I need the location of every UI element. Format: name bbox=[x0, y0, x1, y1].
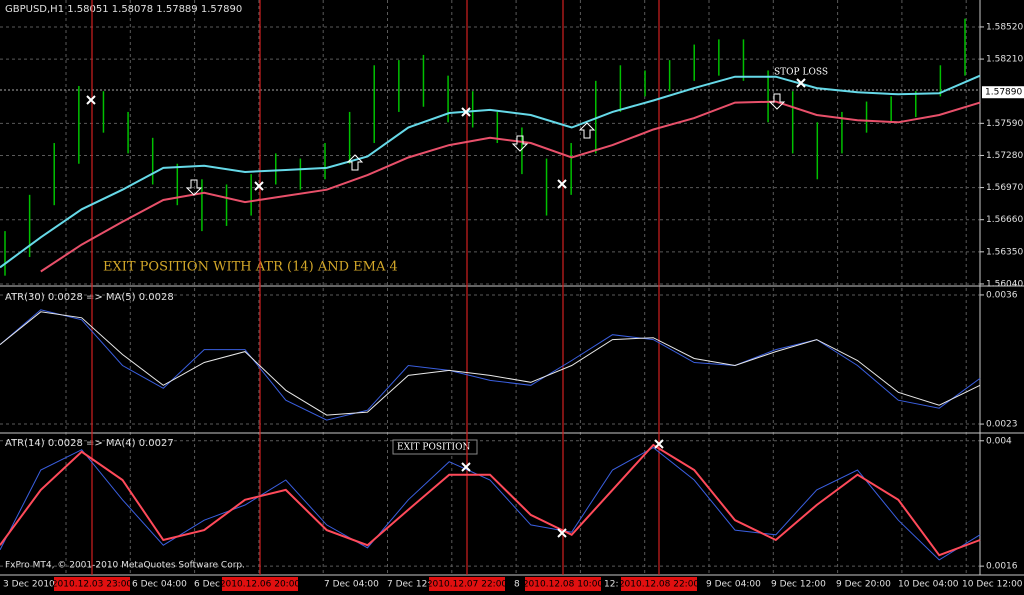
down-arrow bbox=[511, 135, 529, 152]
current-price-box bbox=[982, 86, 1024, 99]
exit-marker bbox=[461, 107, 471, 117]
x-tick-label: 9 Dec 12:00 bbox=[771, 580, 826, 590]
event-label-box bbox=[222, 577, 298, 591]
y-tick-label: 1.58210 bbox=[986, 55, 1023, 65]
y-tick-label: 1.56660 bbox=[986, 215, 1023, 225]
indicator-label: ATR(30) 0.0028 => MA(5) 0.0028 bbox=[5, 292, 174, 303]
y-tick-label: 1.56350 bbox=[986, 247, 1023, 257]
x-tick-label: 12: bbox=[604, 580, 618, 590]
up-arrow bbox=[578, 122, 596, 139]
y-tick-label: 0.0036 bbox=[986, 290, 1018, 300]
indicator-line bbox=[0, 443, 981, 557]
x-tick-label: 9 Dec 04:00 bbox=[706, 580, 761, 590]
event-label-box bbox=[525, 577, 601, 591]
down-arrow bbox=[768, 93, 786, 110]
event-label: 2010.12.08 22:00 bbox=[619, 580, 700, 590]
stop-loss-label: STOP LOSS bbox=[774, 68, 828, 78]
annotation: EXIT POSITION bbox=[397, 443, 470, 453]
x-tick-label: 6 Dec bbox=[194, 580, 220, 590]
indicator-line bbox=[0, 311, 981, 416]
indicator-line bbox=[0, 447, 981, 561]
x-tick-label: 3 Dec 2010 bbox=[3, 580, 55, 590]
x-tick-label: 7 Dec 12: bbox=[387, 580, 430, 590]
up-arrow bbox=[346, 154, 364, 171]
indicator-line bbox=[0, 74, 981, 269]
exit-marker bbox=[254, 181, 264, 191]
event-label-box bbox=[54, 577, 130, 591]
y-tick-label: 1.57590 bbox=[986, 119, 1023, 129]
symbol-info: GBPUSD,H1 1.58051 1.58078 1.57889 1.5789… bbox=[5, 4, 242, 15]
x-tick-label: 6 Dec 04:00 bbox=[132, 580, 187, 590]
exit-marker bbox=[796, 78, 806, 88]
exit-marker bbox=[557, 179, 567, 189]
event-label-box bbox=[621, 577, 697, 591]
footer: FxPro MT4, © 2001-2010 MetaQuotes Softwa… bbox=[5, 561, 245, 571]
exit-marker bbox=[557, 528, 567, 538]
indicator-label: ATR(14) 0.0028 => MA(4) 0.0027 bbox=[5, 438, 174, 449]
event-label: 2010.12.06 20:00 bbox=[220, 580, 301, 590]
exit-marker bbox=[654, 439, 664, 449]
signal-icons bbox=[86, 78, 806, 538]
x-tick-label: 10 Dec 04:00 bbox=[898, 580, 959, 590]
event-label: 2010.12.03 23:00 bbox=[52, 580, 133, 590]
event-label: 2010.12.08 10:00 bbox=[523, 580, 604, 590]
x-tick-label: 10 Dec 12:00 bbox=[962, 580, 1023, 590]
down-arrow bbox=[185, 179, 203, 196]
x-tick-label: 8 bbox=[514, 580, 520, 590]
x-tick-label: 7 Dec 04:00 bbox=[324, 580, 379, 590]
annotation-box bbox=[392, 439, 478, 455]
event-label-box bbox=[429, 577, 505, 591]
y-tick-label: 1.56040 bbox=[986, 279, 1023, 289]
y-tick-label: 0.0016 bbox=[986, 562, 1018, 572]
y-tick-label: 1.56970 bbox=[986, 183, 1023, 193]
current-price-label: 1.57890 bbox=[985, 88, 1022, 98]
exit-marker bbox=[461, 462, 471, 472]
y-tick-label: 0.0023 bbox=[986, 420, 1018, 430]
y-tick-label: 1.58520 bbox=[986, 22, 1023, 32]
x-tick-label: 9 Dec 20:00 bbox=[836, 580, 891, 590]
event-label: 2010.12.07 22:00 bbox=[427, 580, 508, 590]
y-tick-label: 0.004 bbox=[986, 436, 1012, 446]
indicator-line bbox=[40, 100, 981, 273]
exit-marker bbox=[86, 95, 96, 105]
annotation: EXIT POSITION WITH ATR (14) AND EMA 4 bbox=[103, 260, 398, 275]
y-tick-label: 1.57280 bbox=[986, 151, 1023, 161]
